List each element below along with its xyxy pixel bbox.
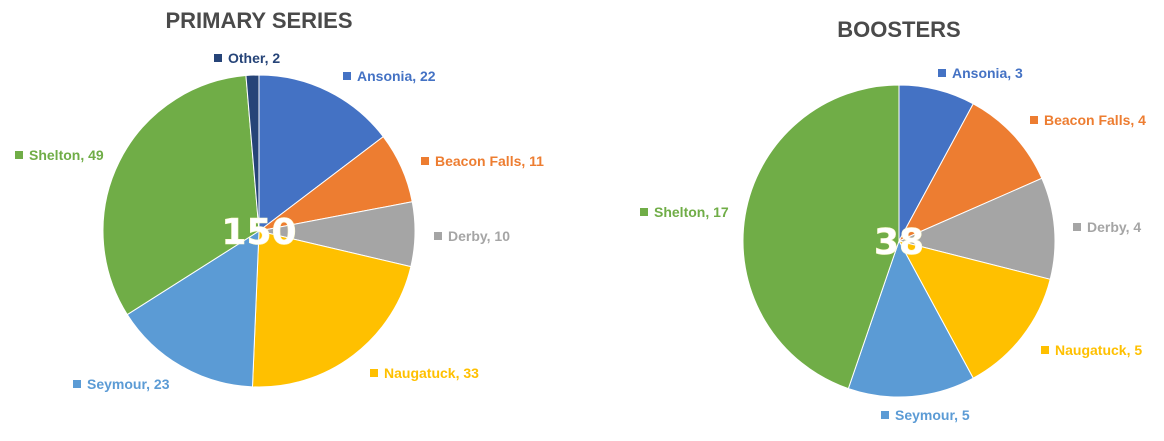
legend-swatch-shelton	[15, 151, 23, 159]
data-label-seymour: Seymour, 23	[87, 376, 170, 392]
legend-swatch-beacon-falls	[421, 157, 429, 165]
data-label-seymour: Seymour, 5	[895, 407, 970, 423]
legend-swatch-beacon-falls	[1030, 116, 1038, 124]
data-label-ansonia: Ansonia, 3	[952, 65, 1023, 81]
pie-slice-naugatuck	[251, 230, 412, 388]
data-label-other: Other, 2	[228, 50, 280, 66]
chart-title: PRIMARY SERIES	[165, 8, 352, 33]
data-label-shelton: Shelton, 49	[29, 147, 104, 163]
pie-slice-other	[245, 74, 260, 232]
data-label-beacon-falls: Beacon Falls, 4	[1044, 112, 1146, 128]
legend-swatch-derby	[1073, 223, 1081, 231]
legend-swatch-naugatuck	[1041, 346, 1049, 354]
legend-swatch-shelton	[640, 208, 648, 216]
pie-slice-seymour	[126, 230, 260, 388]
data-label-ansonia: Ansonia, 22	[357, 68, 436, 84]
legend-swatch-seymour	[73, 380, 81, 388]
legend-swatch-seymour	[881, 411, 889, 419]
pie-slice-ansonia	[258, 74, 384, 233]
data-label-derby: Derby, 4	[1087, 219, 1141, 235]
total-label: 150	[221, 212, 296, 253]
data-label-naugatuck: Naugatuck, 33	[384, 365, 479, 381]
legend-swatch-ansonia	[343, 72, 351, 80]
total-label: 38	[874, 222, 924, 263]
legend-swatch-naugatuck	[370, 369, 378, 377]
primary-series-pie: PRIMARY SERIES Ansonia, 22 Beacon Falls, 1…	[15, 8, 544, 392]
pie-slice-derby	[897, 177, 1056, 280]
pie-slice-shelton	[102, 75, 260, 316]
legend-swatch-other	[214, 54, 222, 62]
pie-slice-seymour	[847, 239, 974, 398]
data-label-naugatuck: Naugatuck, 5	[1055, 342, 1142, 358]
legend-swatch-derby	[434, 232, 442, 240]
chart-title: BOOSTERS	[837, 17, 960, 42]
data-label-beacon-falls: Beacon Falls, 11	[435, 153, 544, 169]
pie-slice-naugatuck	[898, 240, 1051, 379]
pie-slice-beacon-falls	[897, 103, 1043, 243]
boosters-pie: BOOSTERS Ansonia, 3 Beacon Falls, 4 Derby, …	[640, 17, 1146, 423]
pie-slice-shelton	[742, 84, 900, 390]
legend-swatch-ansonia	[938, 69, 946, 77]
data-label-derby: Derby, 10	[448, 228, 510, 244]
data-label-shelton: Shelton, 17	[654, 204, 729, 220]
